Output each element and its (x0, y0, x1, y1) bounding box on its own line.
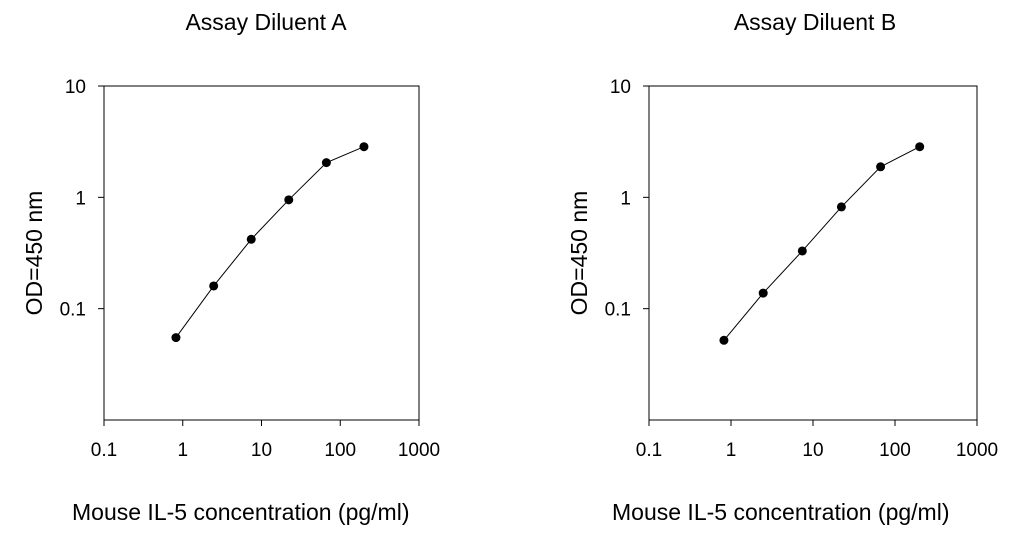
y-tick-label: 1 (620, 188, 631, 209)
x-axis-label: Mouse IL-5 concentration (pg/ml) (612, 499, 950, 525)
data-point (284, 195, 294, 205)
x-tick-label: 100 (879, 440, 911, 461)
plot-frame (103, 85, 420, 421)
data-point (321, 158, 331, 168)
plot-frame (648, 85, 978, 421)
data-point (171, 333, 181, 343)
data-point (719, 335, 729, 345)
data-point (876, 162, 886, 172)
y-tick-label: 10 (65, 77, 86, 98)
series-line (175, 146, 365, 338)
chart-title: Assay Diluent B (734, 9, 896, 35)
data-point (359, 142, 369, 152)
x-tick-label: 1000 (398, 440, 440, 461)
chart-plot-a: Assay Diluent A 0.1 1 10 100 1000 0.1 1 10 OD=450… (21, 9, 440, 461)
y-tick-label: 0.1 (605, 300, 631, 321)
x-tick-label: 10 (251, 440, 272, 461)
chart-plot-b: Assay Diluent B 0.1 1 10 100 1000 0.1 1 10 OD=450… (566, 9, 998, 461)
x-tick-label: 10 (802, 440, 823, 461)
y-axis-label: OD=450 nm (21, 191, 47, 316)
data-point (836, 202, 846, 212)
data-point (797, 246, 807, 256)
x-tick-label: 1000 (956, 440, 998, 461)
x-axis-label: Mouse IL-5 concentration (pg/ml) (72, 499, 410, 525)
chart-title: Assay Diluent A (185, 9, 347, 35)
data-point (915, 142, 925, 152)
y-tick-label: 10 (610, 77, 631, 98)
x-tick-label: 0.1 (636, 440, 662, 461)
data-point (209, 281, 219, 291)
y-tick-label: 1 (75, 188, 86, 209)
series-line (723, 146, 920, 341)
x-tick-label: 1 (726, 440, 737, 461)
x-tick-label: 100 (324, 440, 356, 461)
chart-panel-a: Assay Diluent A 0.1 1 10 100 1000 0.1 1 10 OD=450… (21, 9, 440, 525)
x-tick-label: 1 (177, 440, 188, 461)
x-tick-label: 0.1 (91, 440, 117, 461)
y-tick-label: 0.1 (60, 300, 86, 321)
chart-panel-b: Assay Diluent B 0.1 1 10 100 1000 0.1 1 10 OD=450… (513, 0, 1026, 539)
data-point (758, 288, 768, 298)
data-point (246, 234, 256, 244)
y-axis-label: OD=450 nm (566, 191, 592, 316)
